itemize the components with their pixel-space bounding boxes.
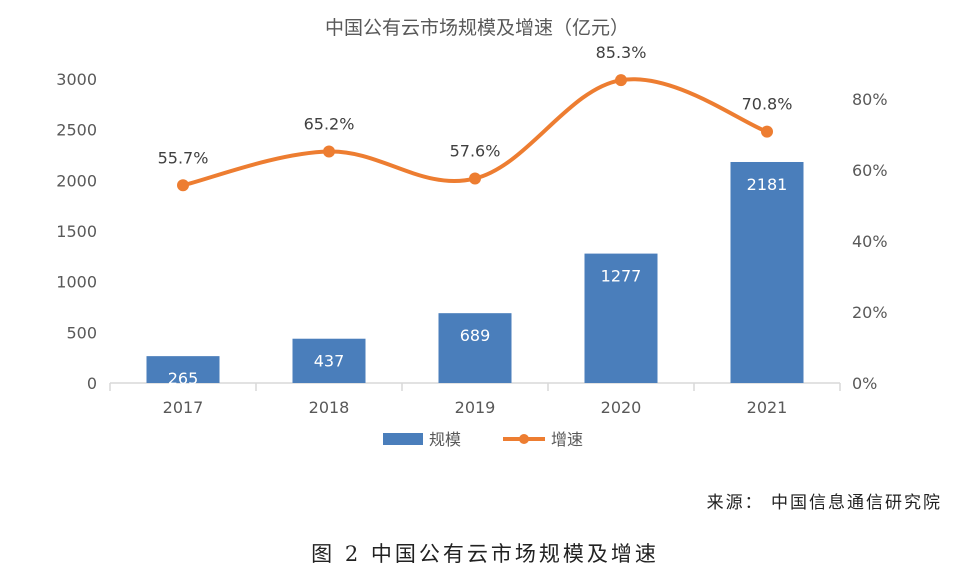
chart-title: 中国公有云市场规模及增速（亿元）	[325, 17, 629, 39]
bar	[730, 161, 804, 383]
chart: 中国公有云市场规模及增速（亿元） 0 500 1000 1500 2000 2500 300…	[56, 17, 888, 449]
y-left-tick: 2500	[56, 121, 97, 140]
x-category-label: 2021	[747, 398, 788, 417]
line-marker	[761, 125, 773, 138]
y-left-tick: 500	[66, 323, 97, 342]
y-right-tick: 80%	[852, 90, 888, 109]
y-left-tick: 0	[87, 374, 97, 393]
y-right-tick: 60%	[852, 161, 888, 180]
line-value-label: 70.8%	[742, 95, 793, 114]
legend-bar-swatch	[383, 433, 423, 445]
right-y-axis: 0% 20% 40% 60% 80%	[852, 90, 888, 393]
line-value-label: 55.7%	[158, 148, 209, 167]
x-category-label: 2020	[601, 398, 642, 417]
bar-series: 265 437 689 1277 2181	[146, 161, 804, 388]
line-marker	[469, 172, 481, 185]
source-note: 来源： 中国信息通信研究院	[706, 493, 942, 513]
y-left-tick: 3000	[56, 70, 97, 89]
bar	[146, 356, 220, 383]
y-right-tick: 0%	[852, 374, 877, 393]
left-y-axis: 0 500 1000 1500 2000 2500 3000	[56, 70, 97, 393]
x-category-label: 2017	[163, 398, 204, 417]
growth-line	[181, 77, 769, 188]
y-left-tick: 1000	[56, 273, 97, 292]
bar	[438, 313, 512, 383]
bar-value-label: 1277	[601, 267, 642, 286]
legend-bar-label: 规模	[429, 430, 461, 449]
legend: 规模 增速	[383, 430, 583, 449]
x-axis: 2017 2018 2019 2020 2021	[109, 382, 841, 417]
x-category-label: 2018	[309, 398, 350, 417]
x-category-label: 2019	[455, 398, 496, 417]
line-value-label: 65.2%	[304, 115, 355, 134]
y-left-tick: 2000	[56, 171, 97, 190]
y-right-tick: 20%	[852, 303, 888, 322]
line-marker	[615, 74, 627, 87]
bar-value-label: 437	[314, 352, 345, 371]
bar	[584, 253, 658, 383]
bar-value-label: 689	[460, 326, 491, 345]
figure-caption: 图 2 中国公有云市场规模及增速	[311, 542, 659, 566]
legend-line-label: 增速	[551, 430, 583, 449]
line-series: 55.7% 65.2% 57.6% 85.3% 70.8%	[158, 43, 793, 192]
line-marker	[177, 179, 189, 192]
bar-value-label: 2181	[747, 175, 788, 194]
bar	[292, 338, 366, 383]
y-left-tick: 1500	[56, 222, 97, 241]
legend-line-marker	[519, 434, 529, 444]
line-value-label: 85.3%	[596, 43, 647, 62]
bar-value-label: 265	[168, 369, 199, 388]
line-marker	[323, 145, 335, 158]
y-right-tick: 40%	[852, 232, 888, 251]
line-value-label: 57.6%	[450, 142, 501, 161]
